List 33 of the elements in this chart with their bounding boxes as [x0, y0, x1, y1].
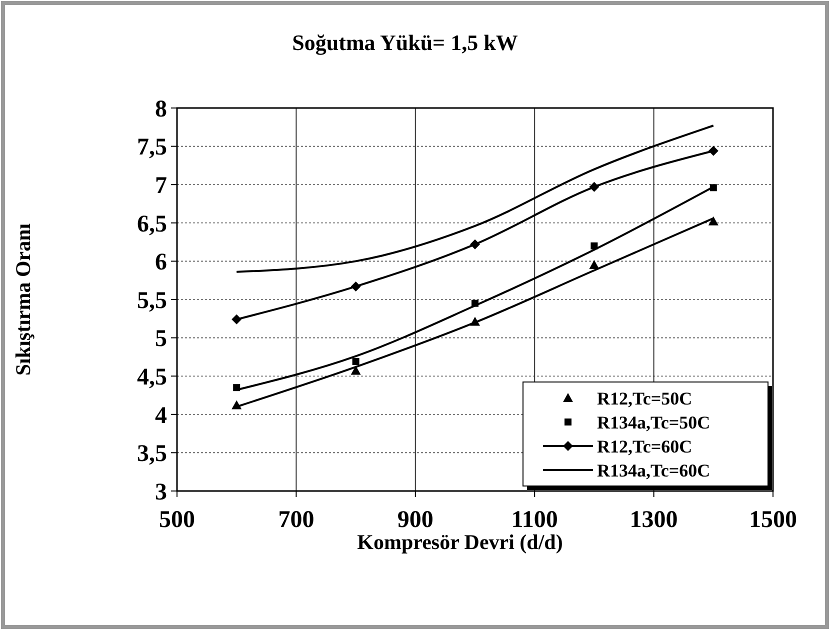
line-series — [236, 124, 714, 273]
y-tick-label: 5 — [155, 326, 167, 352]
y-tick-label: 6 — [155, 250, 167, 276]
x-tick-label: 500 — [159, 507, 195, 533]
point — [470, 239, 480, 250]
x-tick-label: 1500 — [749, 507, 797, 533]
y-tick-label: 4,5 — [137, 364, 167, 390]
x-tick-label: 900 — [397, 507, 434, 533]
y-tick-label: 4 — [155, 402, 167, 429]
legend-label: R12,Tc=60C — [597, 436, 692, 456]
legend-label: R134a,Tc=50C — [597, 412, 710, 432]
y-tick-label: 7,5 — [137, 134, 167, 161]
y-axis-title: Sıkıştırma Oranı — [11, 223, 35, 376]
point — [352, 358, 360, 366]
point — [589, 182, 600, 192]
point — [708, 216, 718, 226]
y-tick-label: 3,5 — [137, 441, 167, 468]
x-tick-label: 700 — [278, 507, 314, 533]
chart-title: Soğutma Yükü= 1,5 kW — [292, 30, 518, 55]
point — [589, 260, 600, 270]
y-tick-label: 5,5 — [137, 288, 167, 314]
y-tick-label: 6,5 — [137, 211, 167, 238]
y-tick-label: 8 — [155, 96, 167, 122]
point — [350, 281, 361, 292]
x-axis-title: Kompresör Devri (d/d) — [357, 530, 563, 554]
x-tick-label: 1300 — [630, 507, 678, 533]
y-tick-label: 7 — [155, 173, 167, 199]
point — [232, 314, 242, 324]
legend-label: R134a,Tc=60C — [597, 460, 710, 480]
y-tick-label: 3 — [155, 479, 167, 506]
point — [708, 146, 718, 156]
x-tick-label: 1100 — [511, 507, 558, 533]
legend-label: R12,Tc=50C — [597, 388, 692, 408]
